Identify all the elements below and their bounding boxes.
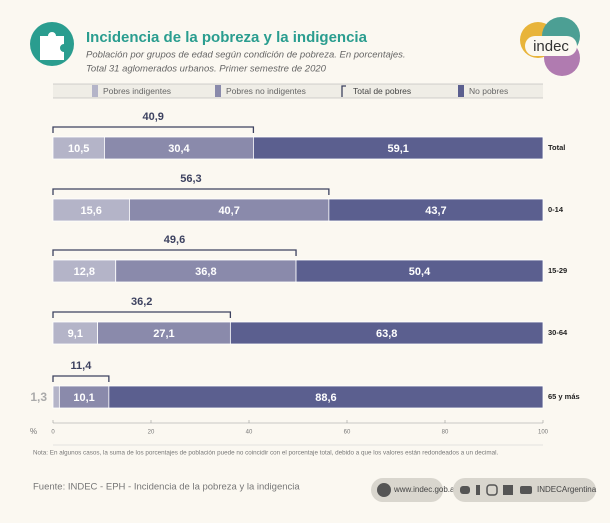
bar <box>52 385 60 409</box>
value-label: 30,4 <box>168 143 190 155</box>
x-tick-label: 0 <box>51 430 55 436</box>
category-label: 0-14 <box>548 205 564 214</box>
total-bracket <box>52 311 232 318</box>
total-bracket <box>52 126 255 133</box>
social-handle[interactable]: INDECArgentina <box>537 485 597 494</box>
value-label: 88,6 <box>315 392 336 404</box>
x-axis-label: % <box>30 427 37 436</box>
legend-label: Pobres no indigentes <box>226 86 306 96</box>
legend-swatch <box>92 85 98 97</box>
legend-bracket <box>341 85 346 97</box>
x-tick-label: 60 <box>344 430 351 436</box>
value-label: 27,1 <box>153 328 174 340</box>
total-label: 49,6 <box>164 234 185 246</box>
puzzle-icon <box>40 32 64 60</box>
value-label: 9,1 <box>68 328 83 340</box>
x-tick-label: 20 <box>148 430 155 436</box>
web-icon <box>377 483 391 497</box>
category-label: 65 y más <box>548 392 580 401</box>
total-label: 40,9 <box>142 111 163 123</box>
legend-label: Total de pobres <box>353 86 411 96</box>
value-label: 63,8 <box>376 328 397 340</box>
total-label: 36,2 <box>131 296 152 308</box>
note: Nota: En algunos casos, la suma de los p… <box>33 450 498 457</box>
value-label: 43,7 <box>425 205 446 217</box>
bar <box>108 385 544 409</box>
subtitle: Población por grupos de edad según condi… <box>86 50 406 61</box>
subtitle: Total 31 aglomerados urbanos. Primer sem… <box>86 64 327 75</box>
source: Fuente: INDEC - EPH - Incidencia de la p… <box>33 482 300 493</box>
total-bracket <box>52 375 110 382</box>
bar <box>328 198 544 222</box>
legend-swatch <box>215 85 221 97</box>
legend-swatch <box>458 85 464 97</box>
value-label: 10,5 <box>68 143 89 155</box>
value-label: 40,7 <box>218 205 239 217</box>
logo-badge <box>525 36 577 56</box>
category-label: 15-29 <box>548 266 567 275</box>
category-label: Total <box>548 143 565 152</box>
value-label: 10,1 <box>73 392 94 404</box>
bar <box>253 136 544 160</box>
legend-label: Pobres indigentes <box>103 86 171 96</box>
legend-label: No pobres <box>469 86 508 96</box>
website[interactable]: www.indec.gob.ar <box>393 485 457 494</box>
category-label: 30-64 <box>548 328 568 337</box>
total-bracket <box>52 249 297 256</box>
total-bracket <box>52 188 330 195</box>
bar <box>295 259 544 283</box>
bar <box>229 321 544 345</box>
social-icons <box>460 484 532 496</box>
website-pill[interactable] <box>371 478 443 502</box>
value-label: 36,8 <box>195 266 216 278</box>
logo-text: indec <box>533 38 569 55</box>
value-label: 1,3 <box>30 390 47 404</box>
x-tick-label: 80 <box>442 430 449 436</box>
x-tick-label: 100 <box>538 430 549 436</box>
value-label: 15,6 <box>81 205 102 217</box>
x-tick-label: 40 <box>246 430 253 436</box>
total-label: 11,4 <box>71 360 93 372</box>
value-label: 12,8 <box>74 266 95 278</box>
chart-title: Incidencia de la pobreza y la indigencia <box>86 29 368 46</box>
value-label: 59,1 <box>387 143 408 155</box>
value-label: 50,4 <box>409 266 431 278</box>
legend-strip <box>53 84 543 98</box>
total-label: 56,3 <box>180 173 201 185</box>
